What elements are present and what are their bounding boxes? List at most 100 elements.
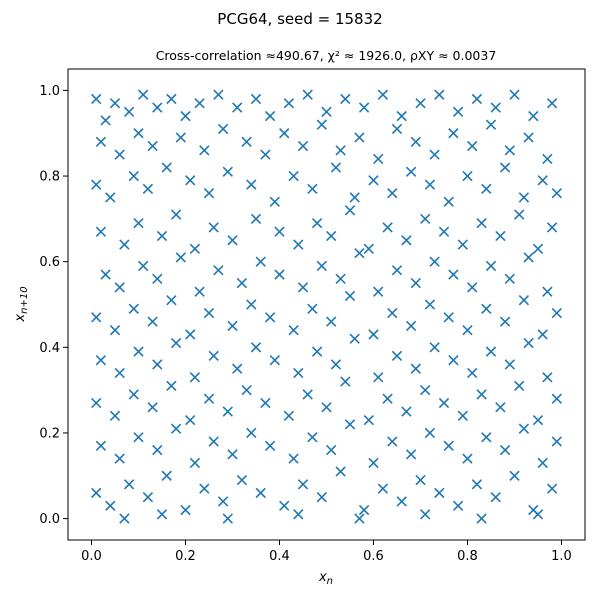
- data-point: [354, 132, 365, 143]
- data-point: [443, 196, 454, 207]
- data-point: [170, 337, 182, 349]
- data-point: [452, 500, 464, 511]
- data-point: [100, 115, 111, 126]
- data-point: [335, 466, 346, 477]
- data-point: [114, 453, 125, 464]
- data-point: [288, 325, 299, 336]
- data-point: [448, 128, 459, 139]
- data-point: [316, 492, 327, 503]
- data-point: [495, 230, 506, 242]
- data-point: [467, 140, 478, 152]
- data-point: [551, 393, 562, 404]
- data-point: [227, 449, 238, 460]
- data-point: [401, 235, 412, 246]
- data-point: [203, 188, 215, 199]
- data-point: [142, 183, 154, 195]
- data-point: [467, 367, 478, 379]
- data-point: [326, 316, 337, 327]
- data-point: [551, 436, 562, 447]
- data-point: [91, 397, 102, 409]
- data-point: [91, 487, 102, 499]
- data-point: [166, 295, 177, 306]
- data-point: [368, 175, 379, 186]
- data-point: [387, 188, 398, 199]
- data-point: [509, 89, 520, 100]
- data-point: [152, 102, 163, 113]
- data-point: [349, 192, 360, 203]
- data-point: [429, 149, 440, 160]
- x-tick-label: 0.0: [81, 549, 102, 564]
- chart-subtitle: Cross-correlation ≈490.67, χ² ≈ 1926.0, …: [156, 48, 497, 63]
- data-point: [387, 436, 398, 447]
- y-tick-label: 0.2: [39, 426, 60, 441]
- data-point: [199, 483, 210, 494]
- data-point: [382, 222, 393, 233]
- data-point: [368, 457, 379, 469]
- data-point: [551, 307, 562, 319]
- data-point: [166, 93, 177, 105]
- data-point: [246, 427, 257, 439]
- data-point: [194, 286, 205, 297]
- data-point: [170, 423, 182, 434]
- data-point: [307, 303, 318, 314]
- data-point: [203, 307, 215, 319]
- data-point: [189, 243, 201, 255]
- y-axis: 0.0 0.2 0.4 0.6 0.8 1.0: [39, 84, 68, 527]
- data-point: [354, 247, 365, 259]
- data-point: [166, 380, 177, 392]
- data-point: [109, 325, 121, 336]
- data-point: [114, 282, 125, 293]
- data-point: [269, 196, 280, 207]
- data-point: [213, 265, 224, 276]
- data-point: [222, 406, 233, 417]
- data-point: [133, 346, 144, 357]
- data-point: [434, 487, 445, 499]
- data-point: [152, 359, 163, 370]
- data-point: [274, 226, 285, 237]
- data-point: [546, 98, 558, 109]
- data-point: [128, 389, 139, 400]
- data-point: [194, 98, 205, 109]
- data-point: [391, 265, 403, 276]
- data-point: [175, 252, 186, 263]
- data-point: [452, 106, 464, 117]
- data-point: [424, 299, 436, 310]
- data-point: [180, 110, 191, 122]
- data-point: [485, 346, 497, 357]
- data-point: [344, 419, 356, 430]
- data-point: [344, 205, 356, 216]
- data-point: [246, 299, 257, 310]
- data-point: [114, 149, 125, 160]
- data-point: [264, 440, 276, 451]
- data-point: [443, 312, 454, 323]
- data-point: [490, 492, 501, 503]
- data-point: [420, 384, 431, 396]
- data-point: [217, 123, 229, 135]
- data-point: [424, 427, 436, 439]
- data-point: [297, 140, 309, 152]
- data-point: [100, 269, 111, 280]
- data-point: [420, 509, 431, 520]
- data-point: [236, 277, 248, 289]
- data-point: [274, 269, 285, 280]
- data-point: [147, 402, 158, 413]
- data-point: [105, 500, 116, 511]
- data-point: [354, 513, 365, 524]
- data-point: [95, 226, 107, 237]
- data-point: [128, 170, 139, 182]
- data-point: [396, 110, 407, 122]
- data-point: [401, 406, 412, 417]
- data-point: [358, 504, 370, 516]
- y-tick-label: 0.6: [39, 255, 60, 270]
- data-point: [415, 98, 426, 109]
- data-point: [481, 303, 492, 314]
- data-point: [523, 337, 534, 349]
- data-point: [368, 329, 379, 340]
- data-point: [377, 483, 389, 494]
- data-point: [349, 333, 360, 344]
- data-point: [504, 273, 515, 284]
- data-point: [170, 209, 182, 220]
- data-point: [537, 329, 548, 340]
- data-point: [307, 432, 318, 443]
- data-point: [246, 179, 257, 190]
